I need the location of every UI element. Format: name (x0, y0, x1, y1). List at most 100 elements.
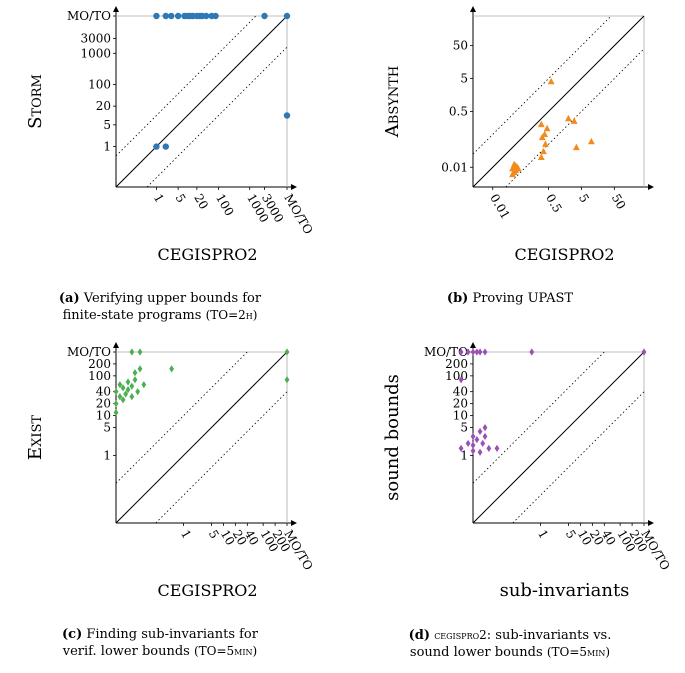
y-axis-label-b: Absynth (382, 66, 403, 138)
point-c-20 (284, 348, 290, 356)
point-b-8 (537, 153, 545, 160)
y-tick-label-d-4: 20 (453, 397, 468, 411)
caption-a-text2: finite-state programs (62, 308, 202, 323)
caption-c-text1: Finding sub-invariants for (86, 627, 258, 642)
y-tick-label-a-1: 3000 (80, 31, 111, 45)
y-tick-label-c-3: 40 (96, 385, 111, 399)
dotted-upper-b (472, 15, 612, 155)
point-c-16 (141, 381, 147, 389)
caption-a-letter: (a) (58, 291, 80, 306)
point-c-4 (120, 396, 126, 404)
point-c-7 (117, 381, 123, 389)
point-c-0 (113, 408, 119, 417)
x-axis-label-b: CEGISPRO2 (514, 245, 614, 264)
caption-a-text1: Verifying upper bounds for (83, 291, 262, 306)
point-d-14 (480, 439, 486, 448)
y-tick-label-c-6: 5 (103, 421, 111, 435)
y-tick-label-c-5: 10 (96, 409, 111, 423)
y-tick-label-b-2: 0.5 (449, 104, 468, 118)
point-c-19 (169, 365, 175, 373)
point-b-7 (510, 160, 518, 168)
point-a-15 (212, 12, 219, 20)
dotted-lower-a (146, 46, 288, 188)
point-b-12 (541, 130, 549, 137)
point-b-19 (587, 137, 595, 145)
x-axis-arrow-a (291, 184, 297, 190)
y-tick-label-a-3: 100 (88, 77, 111, 91)
point-c-3 (113, 388, 119, 396)
caption-b-text1: Proving UPAST (472, 291, 574, 306)
x-tick-label-d-0: 1 (535, 528, 551, 542)
point-c-5 (120, 384, 126, 392)
y-axis-arrow-a (113, 6, 119, 12)
point-a-5 (174, 12, 182, 20)
point-b-9 (540, 147, 547, 155)
caption-b-letter: (b) (446, 291, 469, 306)
point-c-21 (284, 376, 290, 384)
caption-d-extra: (TO=5min) (546, 645, 611, 659)
point-d-13 (477, 427, 483, 436)
x-tick-label-c-0: 1 (178, 528, 194, 542)
point-d-4 (477, 348, 483, 356)
point-d-17 (486, 444, 492, 452)
x-tick-label-a-6: MO/TO (281, 192, 315, 237)
x-tick-label-a-0: 1 (151, 192, 167, 206)
caption-d: (d) cegispro2: sub-invariants vs. sound … (360, 627, 660, 661)
point-a-2 (153, 12, 160, 20)
point-d-11 (470, 432, 476, 441)
point-b-16 (564, 114, 572, 122)
x-axis-arrow-c (291, 520, 297, 526)
x-tick-label-a-1: 5 (173, 192, 189, 206)
y-tick-label-a-2: 1000 (80, 46, 111, 60)
point-c-18 (137, 348, 143, 356)
x-tick-label-d-2: 10 (575, 528, 595, 548)
point-d-5 (482, 348, 488, 356)
caption-d-text2: sound lower bounds (409, 645, 543, 660)
point-d-0 (458, 348, 464, 356)
y-tick-label-a-6: 1 (103, 140, 111, 154)
x-tick-label-b-0: 0.01 (487, 192, 512, 222)
point-c-15 (137, 365, 143, 373)
point-c-1 (113, 400, 119, 408)
x-tick-label-b-1: 0.5 (543, 192, 565, 216)
point-b-18 (572, 143, 580, 151)
point-b-10 (542, 140, 549, 147)
point-c-8 (125, 386, 131, 394)
x-tick-label-d-4: 40 (599, 528, 619, 548)
point-d-16 (482, 432, 488, 441)
dotted-upper-c (115, 351, 248, 484)
y-tick-label-d-3: 40 (453, 385, 468, 399)
point-b-15 (547, 77, 555, 85)
caption-a-extra: (TO=2h) (205, 308, 258, 322)
dotted-upper-d (472, 351, 605, 484)
point-a-17 (283, 12, 291, 20)
x-tick-label-c-2: 10 (218, 528, 238, 548)
point-d-18 (477, 448, 483, 456)
point-b-17 (570, 117, 578, 124)
point-c-17 (129, 348, 135, 356)
x-tick-label-d-3: 20 (587, 528, 607, 548)
y-axis-label-a: Storm (25, 74, 46, 129)
y-tick-label-d-5: 10 (453, 409, 468, 423)
point-c-12 (132, 376, 138, 384)
x-tick-label-b-2: 5 (576, 192, 592, 206)
y-tick-label-b-0: 50 (453, 39, 468, 53)
y-tick-label-a-0: MO/TO (67, 9, 111, 23)
caption-c-text2: verif. lower bounds (62, 644, 190, 659)
x-axis-arrow-b (648, 184, 654, 190)
point-d-8 (458, 444, 464, 452)
x-axis-label-c: CEGISPRO2 (157, 581, 257, 600)
x-axis-arrow-d (648, 520, 654, 526)
caption-d-text1: : sub-invariants vs. (486, 628, 612, 643)
point-c-13 (135, 388, 141, 396)
y-tick-label-c-0: MO/TO (67, 345, 111, 359)
y-tick-label-a-5: 5 (103, 118, 111, 132)
y-tick-label-c-1: 200 (88, 357, 111, 371)
point-d-7 (458, 376, 464, 384)
y-axis-arrow-d (470, 342, 476, 348)
y-axis-label-d: sound bounds (382, 374, 403, 501)
caption-c-letter: (c) (62, 627, 83, 642)
y-tick-label-b-1: 5 (460, 72, 468, 86)
point-b-6 (514, 164, 522, 172)
